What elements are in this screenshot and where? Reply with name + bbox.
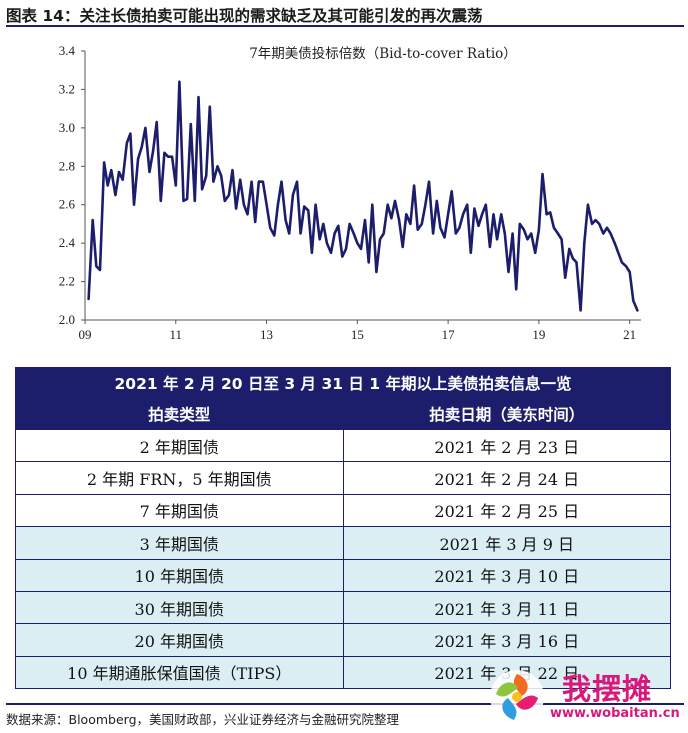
table-row: 2 年期国债 2021 年 2 月 23 日 (15, 428, 671, 463)
auction-type-cell: 30 年期国债 (15, 590, 344, 625)
watermark-url: www.wobaitan.cn (550, 706, 680, 721)
auction-type-cell: 2 年期国债 (15, 428, 344, 463)
swirl-logo-icon (490, 670, 544, 724)
auction-type-cell: 7 年期国债 (15, 493, 344, 528)
table-row: 10 年期国债 2021 年 3 月 10 日 (15, 558, 671, 592)
bid-to-cover-chart: 2.0 2.2 2.4 2.6 2.8 3.0 3.2 3.4 09 11 13 15 17 19 21 7年… (59, 43, 641, 342)
x-tick-label: 15 (351, 327, 364, 342)
header-auction-date: 拍卖日期（美东时间） (342, 398, 671, 430)
title-rule (6, 25, 684, 27)
y-tick-label: 2.6 (59, 197, 76, 212)
y-tick-label: 2.2 (59, 274, 75, 289)
table-row: 2 年期 FRN，5 年期国债 2021 年 2 月 24 日 (15, 461, 671, 495)
source-note: 数据来源：Bloomberg，美国财政部，兴业证券经济与金融研究院整理 (6, 712, 400, 727)
header-auction-type: 拍卖类型 (15, 398, 344, 430)
y-tick-label: 2.0 (59, 312, 75, 327)
x-tick-label: 21 (623, 327, 636, 342)
x-tick-label: 17 (442, 327, 456, 342)
y-tick-label: 3.4 (59, 43, 76, 58)
table-row: 10 年期通胀保值国债（TIPS） 2021 年 3 月 22 日 (15, 655, 671, 690)
source-rule (6, 703, 684, 705)
x-tick-label: 11 (170, 327, 183, 342)
auction-type-cell: 3 年期国债 (15, 526, 344, 560)
y-tick-label: 3.2 (59, 81, 75, 96)
x-tick-label: 09 (79, 327, 92, 342)
auction-type-cell: 2 年期 FRN，5 年期国债 (15, 461, 344, 495)
auction-type-cell: 10 年期国债 (15, 558, 344, 592)
watermark-brand: 我摆摊 (562, 672, 653, 706)
y-tick-label: 2.4 (59, 235, 76, 250)
bid-to-cover-series-line (87, 80, 639, 312)
y-tick-label: 2.8 (59, 158, 75, 173)
table-row: 7 年期国债 2021 年 2 月 25 日 (15, 493, 671, 528)
y-tick-label: 3.0 (59, 120, 75, 135)
auction-date-cell: 2021 年 3 月 10 日 (342, 558, 671, 592)
x-tick-label: 19 (532, 327, 545, 342)
table-row: 3 年期国债 2021 年 3 月 9 日 (15, 526, 671, 560)
auction-date-cell: 2021 年 3 月 16 日 (342, 623, 671, 657)
figure-title: 图表 14：关注长债拍卖可能出现的需求缺乏及其可能引发的再次震荡 (6, 7, 483, 25)
table-row: 30 年期国债 2021 年 3 月 11 日 (15, 590, 671, 625)
auction-type-cell: 20 年期国债 (15, 623, 344, 657)
table-caption: 2021 年 2 月 20 日至 3 月 31 日 1 年期以上美债拍卖信息一览 (15, 367, 671, 399)
auction-date-cell: 2021 年 3 月 9 日 (342, 526, 671, 560)
auction-table: 2021 年 2 月 20 日至 3 月 31 日 1 年期以上美债拍卖信息一览… (15, 367, 671, 690)
auction-type-cell: 10 年期通胀保值国债（TIPS） (15, 655, 344, 690)
auction-date-cell: 2021 年 2 月 24 日 (342, 461, 671, 495)
chart-title: 7年期美债投标倍数（Bid-to-cover Ratio） (249, 46, 517, 62)
x-tick-label: 13 (260, 327, 273, 342)
watermark-logo: 我摆摊 www.wobaitan.cn (484, 664, 686, 730)
auction-date-cell: 2021 年 2 月 25 日 (342, 493, 671, 528)
auction-date-cell: 2021 年 3 月 11 日 (342, 590, 671, 625)
table-row: 20 年期国债 2021 年 3 月 16 日 (15, 623, 671, 657)
auction-date-cell: 2021 年 2 月 23 日 (342, 428, 671, 463)
